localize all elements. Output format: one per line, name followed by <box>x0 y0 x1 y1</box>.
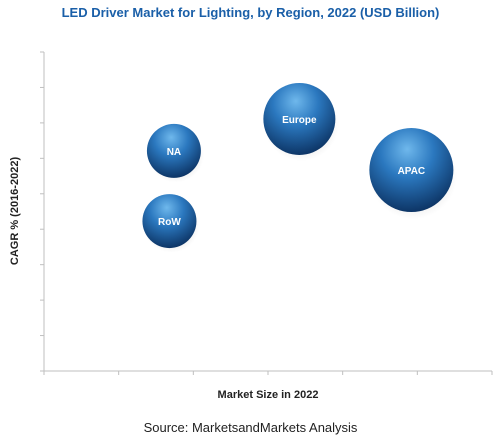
y-axis-label: CAGR % (2016-2022) <box>9 157 21 266</box>
bubble-label-row: RoW <box>158 217 181 228</box>
bubble-row <box>142 194 197 249</box>
bubble-label-na: NA <box>167 147 181 158</box>
bubble-na <box>146 123 201 178</box>
y-axis-ticks <box>40 51 44 372</box>
bubble-apac <box>369 128 454 213</box>
chart-title: LED Driver Market for Lighting, by Regio… <box>61 5 440 20</box>
x-axis-label: Market Size in 2022 <box>218 389 319 401</box>
bubble-series: NA Europe APAC RoW <box>142 82 458 253</box>
source-note: Source: MarketsandMarkets Analysis <box>143 420 358 435</box>
bubble-label-europe: Europe <box>282 115 317 126</box>
bubble-label-apac: APAC <box>398 166 426 177</box>
x-axis-ticks <box>43 371 493 375</box>
bubble-europe <box>263 82 336 155</box>
